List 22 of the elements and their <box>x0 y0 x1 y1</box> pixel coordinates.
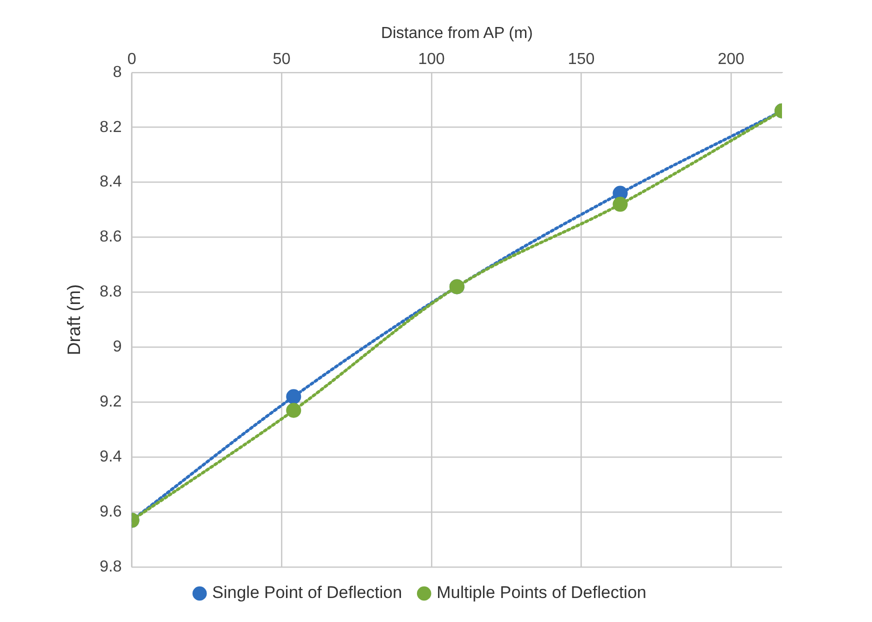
y-tick-label: 8 <box>112 64 122 81</box>
y-tick-label: 8.2 <box>100 118 122 136</box>
y-tick-label: 9.8 <box>100 558 122 576</box>
point <box>286 402 302 418</box>
y-axis-title: Draft (m) <box>64 284 84 356</box>
x-tick-label: 50 <box>272 51 291 68</box>
x-tick-label: 150 <box>568 51 595 68</box>
y-tick-label: 8.6 <box>100 228 122 246</box>
y-tick-label: 9.6 <box>100 503 122 520</box>
legend-label: Single Point of Deflection <box>212 583 402 602</box>
x-tick-label: 0 <box>127 51 136 68</box>
y-tick-label: 9 <box>112 338 122 356</box>
y-tick-label: 8.4 <box>100 174 122 191</box>
y-tick-label: 9.2 <box>100 394 122 411</box>
x-tick-label: 100 <box>418 51 445 68</box>
x-tick-label: 200 <box>718 51 745 68</box>
point <box>612 196 628 212</box>
y-tick-label: 9.4 <box>100 448 122 466</box>
x-axis-title: Distance from AP (m) <box>381 25 533 42</box>
y-tick-label: 8.8 <box>100 284 122 301</box>
legend-label: Multiple Points of Deflection <box>436 583 646 602</box>
point <box>286 389 302 404</box>
